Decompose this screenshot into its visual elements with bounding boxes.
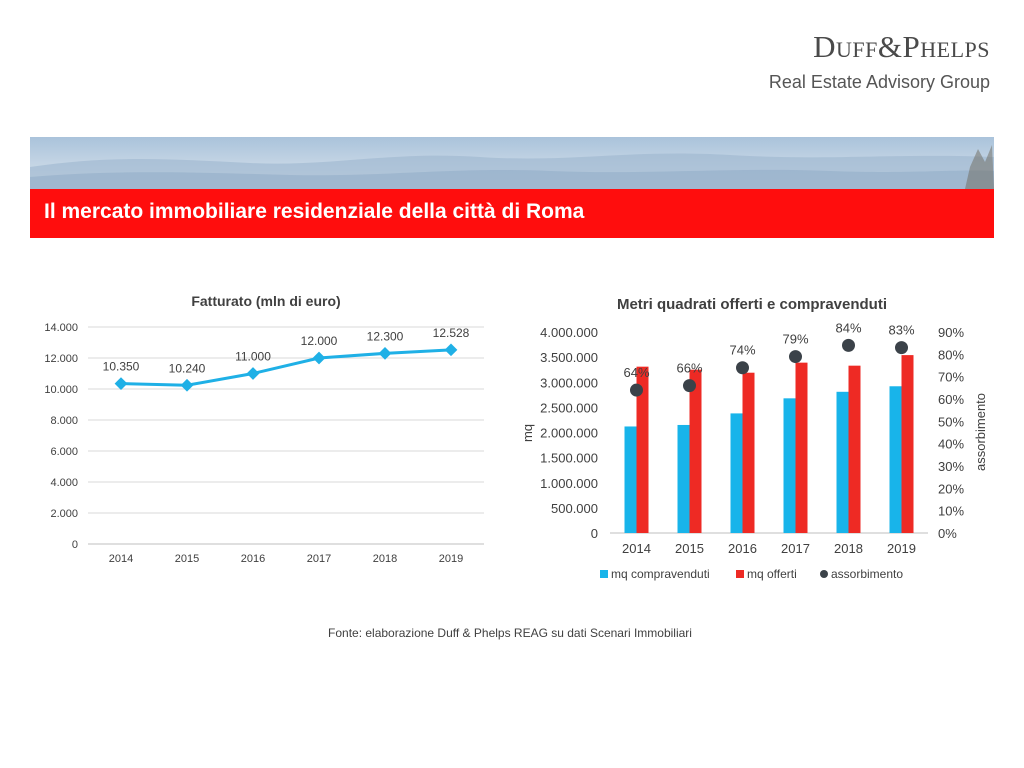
data-label: 12.300 <box>367 329 404 343</box>
y2-tick-label: 30% <box>938 459 964 474</box>
landscape-banner <box>30 137 994 189</box>
y2-tick-label: 80% <box>938 347 964 362</box>
y-tick-label: 1.500.000 <box>540 451 598 466</box>
x-tick-label: 2018 <box>834 541 863 556</box>
bar-mq-compravenduti <box>836 391 849 533</box>
bar-mq-offerti <box>689 369 702 533</box>
y-tick-label: 4.000 <box>50 477 78 489</box>
data-point <box>246 367 260 380</box>
company-logo: Duff&Phelps Real Estate Advisory Group <box>769 30 990 93</box>
section-title-bar: Il mercato immobiliare residenziale dell… <box>30 189 994 238</box>
x-tick-label: 2015 <box>675 541 704 556</box>
y-tick-label: 2.500.000 <box>540 400 598 415</box>
series-line <box>120 348 452 387</box>
absorption-label: 84% <box>835 320 861 335</box>
mountain-silhouette <box>30 145 994 189</box>
absorption-dot <box>842 338 855 352</box>
x-tick-label: 2019 <box>439 553 463 565</box>
logo-subtitle: Real Estate Advisory Group <box>768 72 990 92</box>
bar-mq-compravenduti <box>624 426 637 533</box>
bar-mq-compravenduti <box>889 386 902 533</box>
bar-mq-compravenduti <box>677 424 690 533</box>
y2-tick-label: 20% <box>938 481 964 496</box>
y-tick-label: 4.000.000 <box>540 325 598 340</box>
data-label: 12.000 <box>301 334 338 348</box>
bar-mq-offerti <box>795 362 808 533</box>
bar-mq-offerti <box>742 372 755 533</box>
x-tick-label: 2016 <box>241 553 265 565</box>
legend-label: mq compravenduti <box>611 567 710 581</box>
legend-swatch-offerti <box>736 570 744 578</box>
absorption-label: 74% <box>729 343 755 358</box>
legend-label: assorbimento <box>831 567 903 581</box>
data-label: 12.528 <box>433 326 470 340</box>
absorption-dot <box>736 361 749 375</box>
y-tick-label: 0 <box>72 539 78 551</box>
legend-label: mq offerti <box>747 567 797 581</box>
data-label: 10.350 <box>103 360 140 374</box>
x-tick-label: 2016 <box>728 541 757 556</box>
bar-mq-offerti <box>901 355 914 533</box>
y2-tick-label: 40% <box>938 437 964 452</box>
data-label: 10.240 <box>169 361 206 375</box>
y2-tick-label: 10% <box>938 504 964 519</box>
y2-tick-label: 60% <box>938 392 964 407</box>
page-title: Il mercato immobiliare residenziale dell… <box>44 200 585 223</box>
y-axis-label: mq <box>520 424 535 442</box>
legend-swatch-compravenduti <box>600 570 608 578</box>
bar-mq-compravenduti <box>783 398 796 533</box>
x-tick-label: 2017 <box>781 541 810 556</box>
absorption-dot <box>895 341 908 355</box>
data-point <box>312 351 326 365</box>
y-tick-label: 6.000 <box>50 446 78 458</box>
y2-axis-label: assorbimento <box>973 393 988 471</box>
y-tick-label: 3.500.000 <box>540 350 598 365</box>
absorption-dot <box>789 350 802 364</box>
data-point <box>114 377 128 390</box>
legend-swatch-assorbimento <box>820 570 828 578</box>
y-tick-label: 14.000 <box>44 322 78 334</box>
x-tick-label: 2018 <box>373 553 397 565</box>
bar-mq-compravenduti <box>730 413 743 533</box>
y-tick-label: 8.000 <box>50 415 78 427</box>
data-point <box>444 343 458 357</box>
y2-tick-label: 70% <box>938 370 964 385</box>
absorption-label: 66% <box>676 361 702 376</box>
y-tick-label: 2.000 <box>50 508 78 520</box>
data-point <box>180 378 194 392</box>
y-tick-label: 500.000 <box>551 501 598 516</box>
data-label: 11.000 <box>235 350 271 364</box>
y-tick-label: 0 <box>591 526 598 541</box>
absorption-label: 79% <box>782 332 808 347</box>
x-tick-label: 2017 <box>307 553 331 565</box>
y2-tick-label: 0% <box>938 526 957 541</box>
absorption-label: 64% <box>623 365 649 380</box>
x-tick-label: 2015 <box>175 553 199 565</box>
y-tick-label: 2.000.000 <box>540 426 598 441</box>
y-tick-label: 12.000 <box>44 353 78 365</box>
absorption-dot <box>630 383 643 397</box>
chart-title: Metri quadrati offerti e compravenduti <box>617 296 887 313</box>
data-point <box>378 346 392 360</box>
bar-mq-offerti <box>636 366 649 533</box>
y-tick-label: 10.000 <box>44 384 78 396</box>
absorption-label: 83% <box>888 323 914 338</box>
source-note: Fonte: elaborazione Duff & Phelps REAG s… <box>328 626 692 640</box>
y2-tick-label: 50% <box>938 414 964 429</box>
y2-tick-label: 90% <box>938 325 964 340</box>
x-tick-label: 2014 <box>109 553 133 565</box>
x-tick-label: 2019 <box>887 541 916 556</box>
absorption-dot <box>683 379 696 393</box>
logo-wordmark: Duff&Phelps <box>813 29 990 64</box>
bar-mq-offerti <box>848 365 861 533</box>
chart-title: Fatturato (mln di euro) <box>191 293 340 309</box>
x-tick-label: 2014 <box>622 541 651 556</box>
y-tick-label: 3.000.000 <box>540 375 598 390</box>
y-tick-label: 1.000.000 <box>540 476 598 491</box>
